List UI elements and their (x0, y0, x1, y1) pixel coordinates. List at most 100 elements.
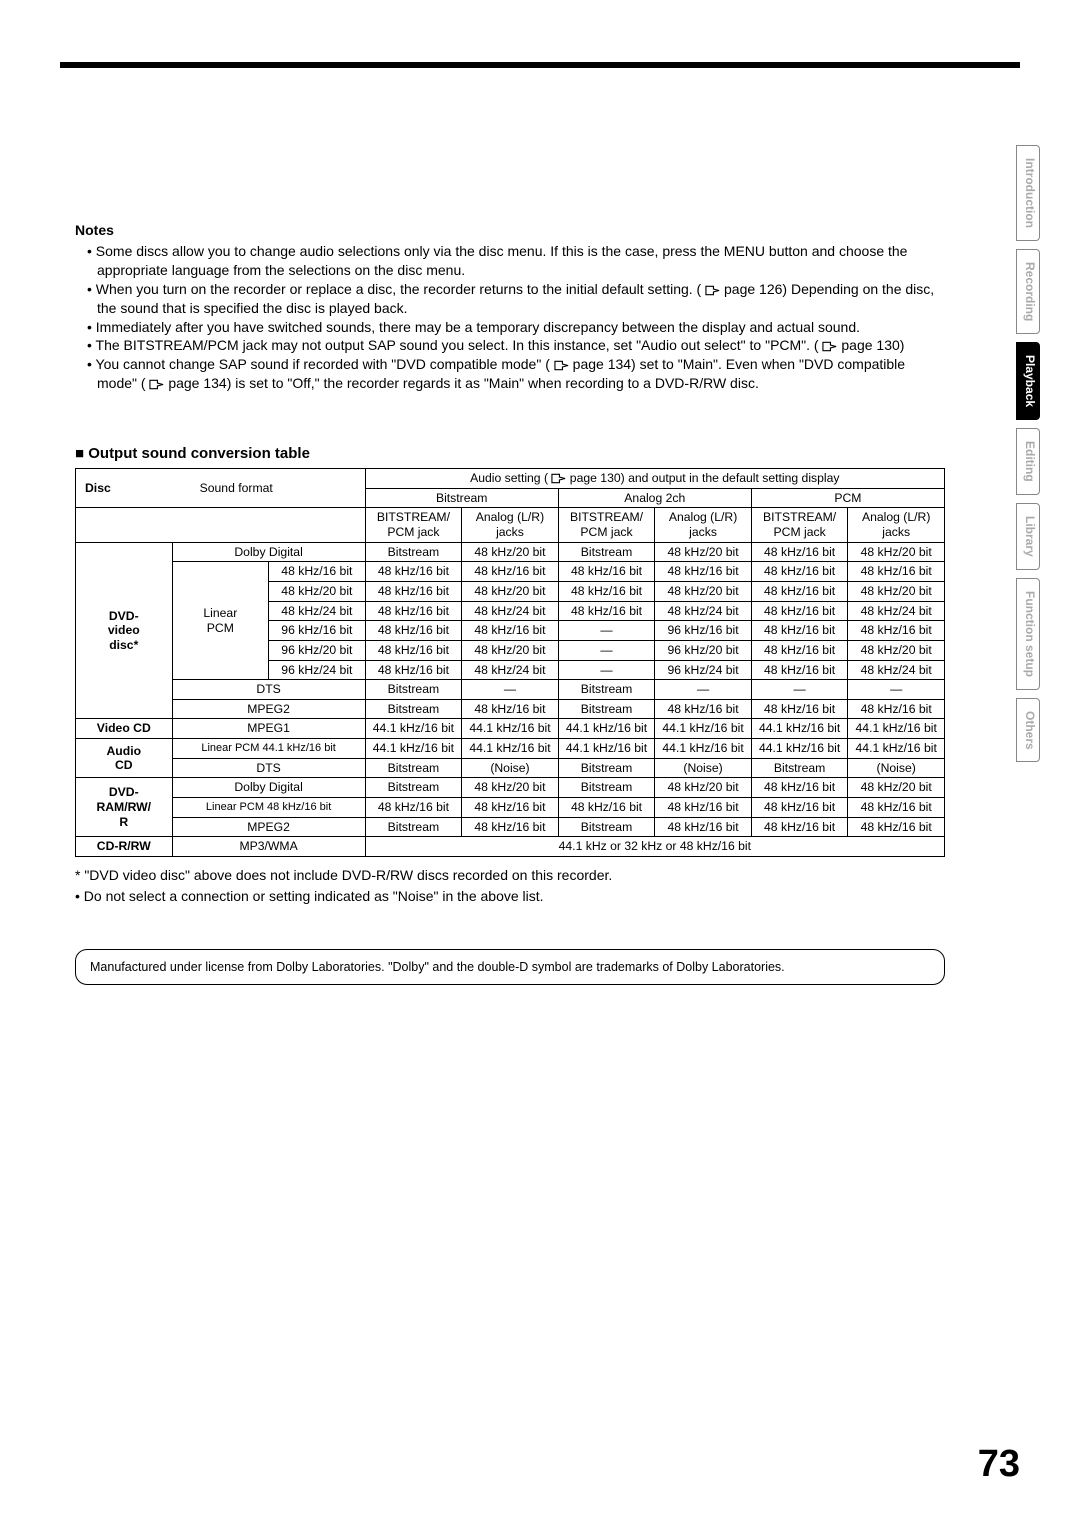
table-data-cell: 48 kHz/16 bit (751, 601, 848, 621)
table-data-cell: 48 kHz/16 bit (848, 699, 945, 719)
table-data-cell: 48 kHz/16 bit (462, 621, 559, 641)
table-data-cell: 48 kHz/20 bit (462, 542, 559, 562)
table-data-cell: Bitstream (365, 699, 462, 719)
table-subheader: BITSTREAM/PCM jack (558, 508, 655, 542)
table-data-cell: Bitstream (558, 680, 655, 700)
table-data-cell: Bitstream (558, 699, 655, 719)
table-data-cell: 48 kHz/16 bit (751, 817, 848, 837)
table-footnotes: * "DVD video disc" above does not includ… (75, 865, 945, 907)
table-data-cell: Bitstream (365, 542, 462, 562)
table-data-cell: 48 kHz/16 bit (462, 699, 559, 719)
note-item: The BITSTREAM/PCM jack may not output SA… (87, 336, 945, 355)
table-header-group: Bitstream (365, 488, 558, 508)
table-format-cell: 48 kHz/16 bit (269, 562, 366, 582)
table-data-cell: 44.1 kHz/16 bit (462, 739, 559, 759)
page-number: 73 (978, 1443, 1020, 1486)
table-header-audio-setting: Audio setting ( page 130) and output in … (365, 469, 944, 489)
side-tab-library[interactable]: Library (1016, 503, 1040, 570)
table-data-cell: 48 kHz/16 bit (365, 798, 462, 818)
table-header-group: Analog 2ch (558, 488, 751, 508)
table-header-spacer (76, 508, 366, 542)
conversion-table: DiscSound formatAudio setting ( page 130… (75, 468, 945, 857)
table-format-cell: 96 kHz/16 bit (269, 621, 366, 641)
table-data-cell: 96 kHz/20 bit (655, 640, 752, 660)
table-format-cell: MPEG2 (172, 817, 365, 837)
table-data-cell: 48 kHz/16 bit (655, 798, 752, 818)
table-data-cell: 96 kHz/24 bit (655, 660, 752, 680)
table-data-cell: — (655, 680, 752, 700)
notes-list: Some discs allow you to change audio sel… (75, 242, 945, 393)
side-tab-playback[interactable]: Playback (1016, 342, 1040, 420)
table-data-cell: 48 kHz/16 bit (848, 817, 945, 837)
table-data-cell: 48 kHz/16 bit (751, 581, 848, 601)
note-item: Immediately after you have switched soun… (87, 318, 945, 337)
table-disc-cell: AudioCD (76, 739, 173, 778)
table-disc-cell: DVD-RAM/RW/R (76, 778, 173, 837)
note-item: When you turn on the recorder or replace… (87, 280, 945, 318)
side-tabs: Introduction Recording Playback Editing Libr… (1016, 145, 1040, 762)
side-tab-function-setup[interactable]: Function setup (1016, 578, 1040, 690)
table-data-cell: 48 kHz/16 bit (848, 798, 945, 818)
table-data-cell: 48 kHz/20 bit (848, 778, 945, 798)
side-tab-introduction[interactable]: Introduction (1016, 145, 1040, 241)
table-data-cell: 48 kHz/16 bit (365, 562, 462, 582)
table-data-cell: Bitstream (365, 817, 462, 837)
table-data-cell: — (848, 680, 945, 700)
side-tab-recording[interactable]: Recording (1016, 249, 1040, 334)
table-disc-cell: CD-R/RW (76, 837, 173, 857)
table-data-cell: 48 kHz/16 bit (751, 778, 848, 798)
page-content: Notes Some discs allow you to change aud… (75, 222, 945, 985)
table-format-group-cell: LinearPCM (172, 562, 269, 680)
table-data-cell: (Noise) (848, 758, 945, 778)
table-format-cell: DTS (172, 758, 365, 778)
footnote-line: * "DVD video disc" above does not includ… (75, 865, 945, 886)
table-data-cell: 48 kHz/16 bit (751, 562, 848, 582)
note-item: You cannot change SAP sound if recorded … (87, 355, 945, 393)
note-item: Some discs allow you to change audio sel… (87, 242, 945, 280)
table-data-cell: 48 kHz/16 bit (558, 581, 655, 601)
table-data-cell: Bitstream (751, 758, 848, 778)
table-data-cell: 44.1 kHz/16 bit (655, 739, 752, 759)
table-data-cell: 48 kHz/16 bit (558, 562, 655, 582)
table-data-cell: 48 kHz/24 bit (462, 601, 559, 621)
table-subheader: Analog (L/R)jacks (462, 508, 559, 542)
table-data-cell: 44.1 kHz/16 bit (751, 719, 848, 739)
table-data-cell: 48 kHz/16 bit (751, 660, 848, 680)
table-data-cell: — (558, 640, 655, 660)
table-data-cell: 44.1 kHz/16 bit (558, 739, 655, 759)
table-format-cell: MPEG2 (172, 699, 365, 719)
table-format-cell: Dolby Digital (172, 778, 365, 798)
table-data-cell: (Noise) (462, 758, 559, 778)
table-subheader: BITSTREAM/PCM jack (751, 508, 848, 542)
table-data-cell: 48 kHz/20 bit (848, 581, 945, 601)
table-data-cell: 48 kHz/16 bit (558, 798, 655, 818)
table-format-cell: 48 kHz/20 bit (269, 581, 366, 601)
side-tab-editing[interactable]: Editing (1016, 428, 1040, 495)
table-data-cell: 48 kHz/16 bit (655, 699, 752, 719)
table-data-cell: Bitstream (558, 817, 655, 837)
table-data-cell: 48 kHz/16 bit (751, 621, 848, 641)
table-format-cell: DTS (172, 680, 365, 700)
table-data-cell: 48 kHz/16 bit (558, 601, 655, 621)
table-data-cell: 48 kHz/20 bit (848, 640, 945, 660)
table-data-cell: 48 kHz/20 bit (655, 778, 752, 798)
table-subheader: Analog (L/R)jacks (655, 508, 752, 542)
table-data-cell: 48 kHz/24 bit (655, 601, 752, 621)
table-data-cell: 44.1 kHz/16 bit (365, 719, 462, 739)
table-data-cell: Bitstream (558, 758, 655, 778)
table-format-cell: Linear PCM 44.1 kHz/16 bit (172, 739, 365, 759)
table-data-cell: 48 kHz/16 bit (365, 581, 462, 601)
table-data-cell: 48 kHz/24 bit (848, 660, 945, 680)
table-data-cell: 48 kHz/20 bit (462, 778, 559, 798)
table-data-cell: 44.1 kHz/16 bit (655, 719, 752, 739)
side-tab-others[interactable]: Others (1016, 698, 1040, 763)
license-box: Manufactured under license from Dolby La… (75, 949, 945, 985)
table-data-cell: 48 kHz/16 bit (655, 562, 752, 582)
page-ref-icon (705, 285, 720, 296)
page-ref-icon (551, 473, 566, 484)
table-data-cell: — (751, 680, 848, 700)
page-ref-icon (822, 341, 837, 352)
table-subheader: Analog (L/R)jacks (848, 508, 945, 542)
table-subheader: BITSTREAM/PCM jack (365, 508, 462, 542)
table-data-cell: Bitstream (365, 778, 462, 798)
